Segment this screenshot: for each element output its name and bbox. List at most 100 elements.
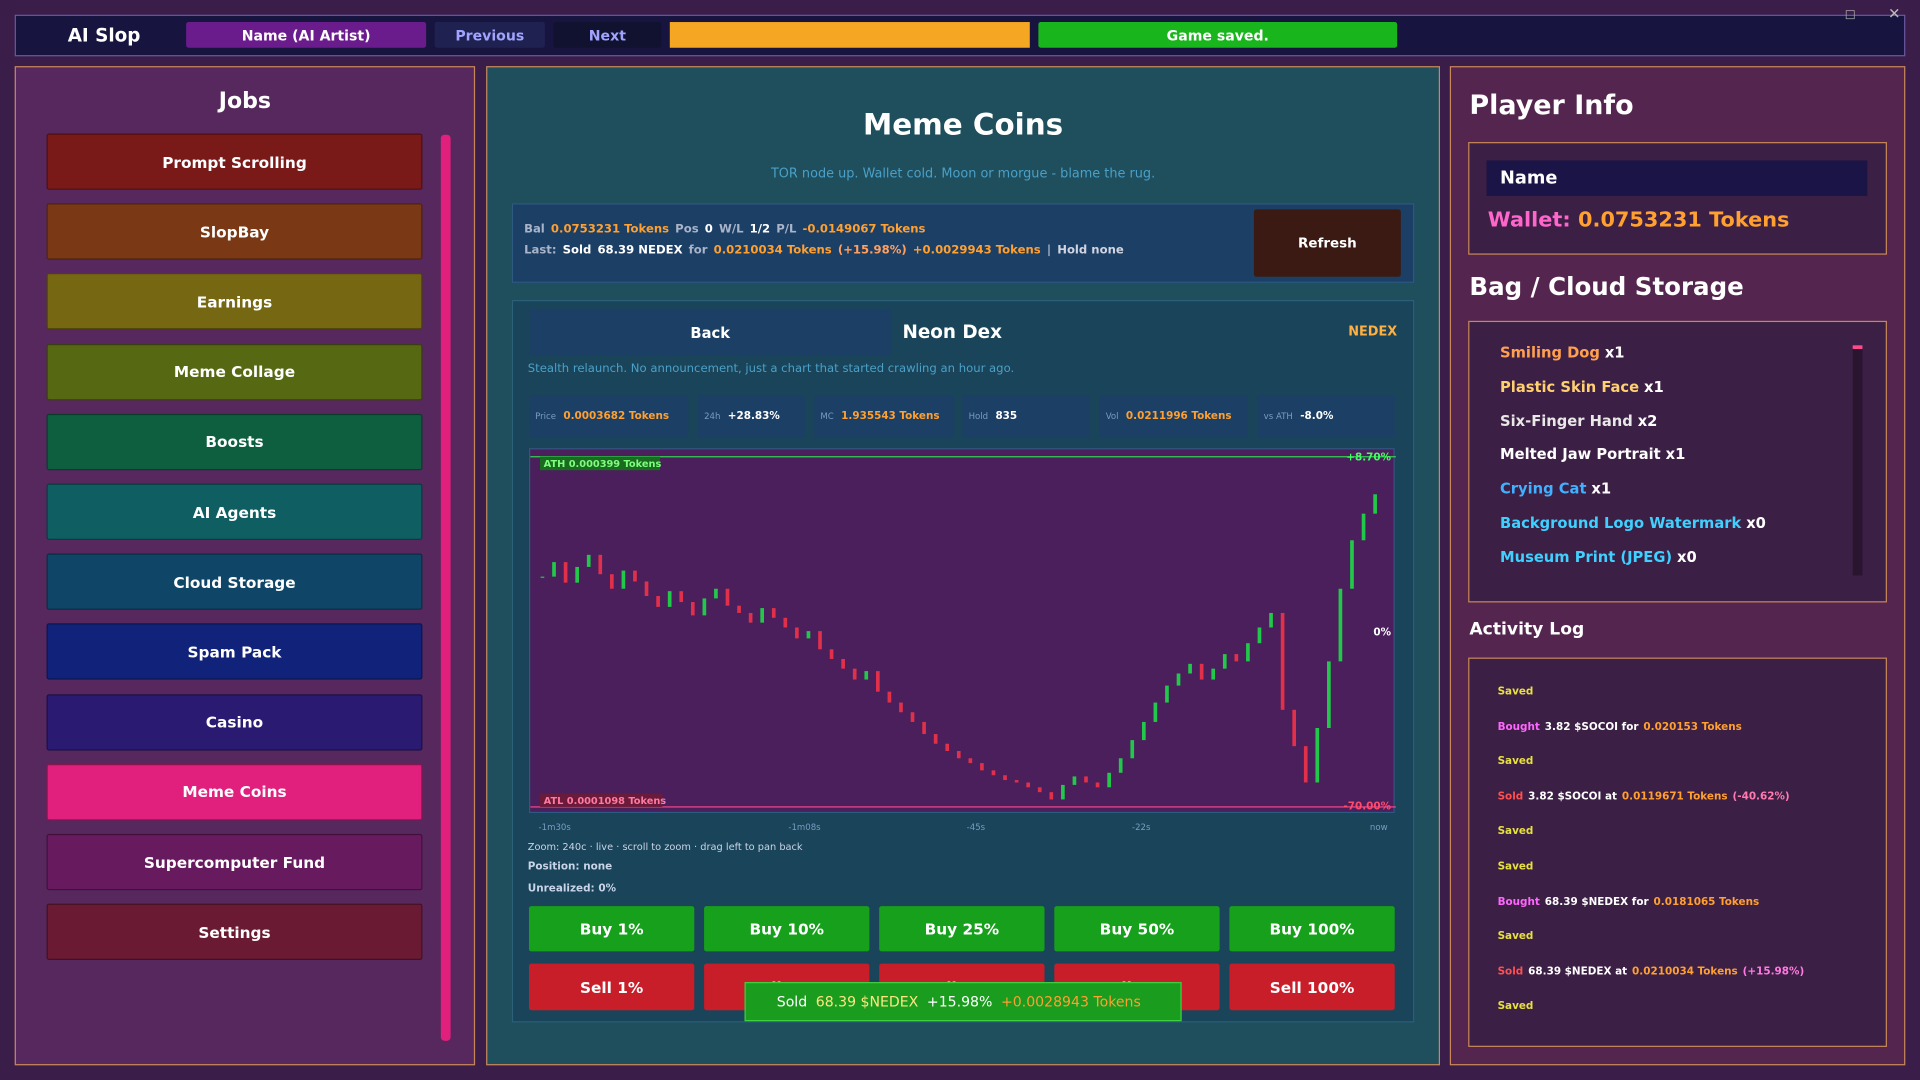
bag-item[interactable]: Museum Print (JPEG) x0 bbox=[1500, 548, 1843, 568]
job-button[interactable]: Meme Collage bbox=[46, 343, 423, 400]
candle bbox=[806, 631, 811, 639]
job-button[interactable]: Cloud Storage bbox=[46, 553, 423, 611]
bag-item[interactable]: Crying Cat x1 bbox=[1500, 480, 1843, 500]
candle bbox=[1095, 782, 1100, 788]
bag-title: Bag / Cloud Storage bbox=[1469, 271, 1744, 302]
text-segment: 0.0210034 Tokens bbox=[713, 243, 832, 258]
candle bbox=[1373, 494, 1377, 514]
text-segment: Sold bbox=[776, 993, 808, 1011]
unrealized-text: Unrealized: 0% bbox=[527, 882, 616, 896]
candle bbox=[1014, 780, 1019, 783]
candle bbox=[1199, 663, 1204, 680]
candle bbox=[1061, 784, 1065, 800]
item-count: x2 bbox=[1637, 412, 1658, 430]
coin-description: Stealth relaunch. No announcement, just … bbox=[527, 362, 1015, 376]
text-segment: Sold bbox=[1497, 790, 1524, 804]
candle bbox=[841, 658, 845, 669]
chart-area: ATH 0.000399 Tokens ATL 0.0001098 Tokens +… bbox=[528, 448, 1396, 814]
bag-item[interactable]: Smiling Dog x1 bbox=[1500, 344, 1843, 364]
job-button[interactable]: Spam Pack bbox=[46, 623, 423, 681]
sell-button[interactable]: Sell 1% bbox=[528, 963, 695, 1011]
bag-item[interactable]: Melted Jaw Portrait x1 bbox=[1500, 446, 1843, 466]
candle bbox=[1292, 709, 1296, 747]
candle bbox=[1049, 792, 1054, 800]
job-button[interactable]: Meme Coins bbox=[46, 763, 423, 821]
job-button[interactable]: Prompt Scrolling bbox=[46, 133, 423, 190]
stat-box: 24h +28.83% bbox=[697, 395, 805, 438]
previous-button[interactable]: Previous bbox=[434, 22, 545, 48]
candle bbox=[1269, 612, 1273, 628]
summary-line: Last: Sold 68.39 NEDEX for 0.0210034 Tokens (… bbox=[524, 244, 1246, 261]
name-bar: Name bbox=[1486, 160, 1868, 196]
text-segment: 0 bbox=[704, 222, 713, 237]
bag-item[interactable]: Plastic Skin Face x1 bbox=[1500, 378, 1843, 398]
log-entry: Saved bbox=[1498, 1001, 1878, 1016]
candle bbox=[1246, 643, 1250, 662]
stat-value: 1.935543 Tokens bbox=[841, 410, 940, 423]
bag-item[interactable]: Background Logo Watermark x0 bbox=[1500, 514, 1843, 534]
text-segment: Sold bbox=[1497, 965, 1524, 979]
bag-item[interactable]: Six-Finger Hand x2 bbox=[1500, 412, 1843, 432]
candle bbox=[922, 721, 926, 735]
wallet-value: 0.0753231 Tokens bbox=[1578, 208, 1790, 233]
status-bar: Game saved. bbox=[1038, 22, 1398, 48]
candle bbox=[818, 631, 822, 650]
stat-box: MC 1.935543 Tokens bbox=[814, 395, 954, 438]
buy-button[interactable]: Buy 25% bbox=[879, 906, 1045, 952]
candle bbox=[540, 576, 545, 578]
close-button[interactable]: ✕ bbox=[1888, 4, 1901, 23]
candle bbox=[852, 668, 857, 680]
refresh-button[interactable]: Refresh bbox=[1253, 209, 1401, 277]
job-button[interactable]: Settings bbox=[46, 903, 423, 961]
zoom-hint: Zoom: 240c · live · scroll to zoom · dra… bbox=[527, 841, 803, 853]
buy-button[interactable]: Buy 50% bbox=[1054, 906, 1220, 952]
x-axis-label: -1m08s bbox=[788, 822, 821, 833]
candle bbox=[783, 617, 788, 628]
stat-label: Price bbox=[535, 411, 557, 422]
text-segment: Bought bbox=[1497, 720, 1540, 733]
text-segment: 1/2 bbox=[749, 222, 771, 237]
job-button[interactable]: SlopBay bbox=[46, 203, 423, 260]
log-title: Activity Log bbox=[1469, 619, 1585, 640]
stat-value: +28.83% bbox=[727, 410, 780, 423]
candle bbox=[1130, 740, 1135, 759]
log-entry: Saved bbox=[1498, 756, 1878, 771]
candle bbox=[1315, 727, 1320, 783]
candle bbox=[1280, 612, 1285, 710]
stat-label: 24h bbox=[704, 411, 721, 422]
item-name: Plastic Skin Face bbox=[1500, 378, 1640, 396]
back-button[interactable]: Back bbox=[528, 309, 892, 356]
text-segment: +0.0028943 Tokens bbox=[1000, 993, 1141, 1011]
buy-button[interactable]: Buy 10% bbox=[704, 906, 870, 952]
candle bbox=[1211, 668, 1216, 680]
job-button[interactable]: AI Agents bbox=[46, 483, 423, 541]
job-button[interactable]: Boosts bbox=[46, 413, 423, 470]
x-axis-label: -22s bbox=[1131, 822, 1151, 833]
bag-scrollbar[interactable] bbox=[1852, 345, 1863, 576]
wallet-line: Wallet: 0.0753231 Tokens bbox=[1488, 208, 1880, 235]
candle bbox=[1037, 787, 1042, 793]
x-axis-label: now bbox=[1369, 822, 1388, 833]
text-segment: Last: bbox=[524, 243, 557, 258]
buy-button[interactable]: Buy 100% bbox=[1229, 906, 1395, 952]
job-button[interactable]: Supercomputer Fund bbox=[46, 833, 423, 891]
job-button[interactable]: Casino bbox=[46, 693, 423, 751]
item-count: x1 bbox=[1665, 446, 1686, 464]
item-count: x1 bbox=[1591, 480, 1612, 498]
candle bbox=[771, 608, 776, 618]
text-segment: 0.0753231 Tokens bbox=[550, 222, 670, 237]
log-entry: Saved bbox=[1498, 826, 1878, 841]
name-button[interactable]: Name (AI Artist) bbox=[186, 22, 427, 48]
next-button[interactable]: Next bbox=[553, 22, 662, 48]
text-segment: 3.82 $SOCOI for bbox=[1544, 720, 1639, 733]
restore-button[interactable] bbox=[1845, 10, 1855, 20]
jobs-scrollbar[interactable] bbox=[440, 134, 451, 1041]
item-name: Background Logo Watermark bbox=[1500, 514, 1742, 532]
sell-button[interactable]: Sell 100% bbox=[1229, 963, 1395, 1011]
buy-button[interactable]: Buy 1% bbox=[528, 906, 695, 952]
candle bbox=[575, 566, 579, 583]
job-button[interactable]: Earnings bbox=[46, 273, 423, 330]
text-segment: 68.39 $NEDEX for bbox=[1544, 895, 1649, 909]
candlestick-chart[interactable]: ATH 0.000399 Tokens ATL 0.0001098 Tokens +… bbox=[530, 449, 1396, 814]
